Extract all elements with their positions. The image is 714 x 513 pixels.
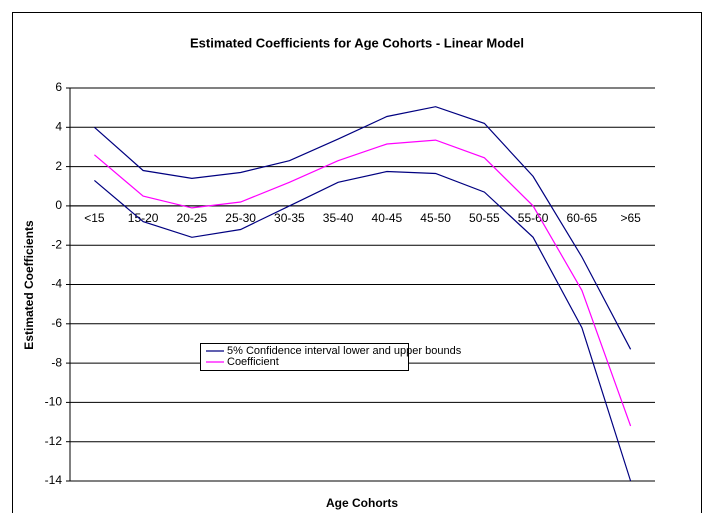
x-tick-label: 35-40	[323, 211, 354, 225]
x-tick-label: 20-25	[177, 211, 208, 225]
y-tick-label: -12	[45, 434, 63, 448]
y-axis-label: Estimated Coefficients	[22, 220, 36, 350]
x-tick-label: 40-45	[372, 211, 403, 225]
series-line	[94, 139, 632, 427]
y-tick-label: -4	[51, 277, 62, 291]
x-tick-label: >65	[620, 211, 641, 225]
y-tick-label: -10	[45, 395, 63, 409]
y-tick-label: -6	[51, 316, 62, 330]
x-axis-label: Age Cohorts	[326, 496, 398, 510]
legend-label: 5% Confidence interval lower and upper b…	[227, 345, 462, 357]
x-tick-label: 55-60	[518, 211, 549, 225]
chart-title: Estimated Coefficients for Age Cohorts -…	[190, 35, 524, 50]
x-tick-label: 50-55	[469, 211, 500, 225]
x-tick-label: 60-65	[567, 211, 598, 225]
x-tick-label: 25-30	[225, 211, 256, 225]
legend: 5% Confidence interval lower and upper b…	[200, 343, 462, 371]
y-tick-label: 6	[55, 80, 62, 94]
y-tick-label: -14	[45, 473, 63, 487]
x-tick-label: 30-35	[274, 211, 305, 225]
chart-frame	[12, 12, 702, 513]
x-tick-label: <15	[84, 211, 105, 225]
y-tick-label: 4	[55, 119, 62, 133]
series-line	[94, 170, 632, 482]
legend-label: Coefficient	[227, 356, 279, 368]
x-tick-label: 45-50	[420, 211, 451, 225]
y-tick-label: 2	[55, 159, 62, 173]
legend-box	[200, 343, 409, 371]
series-line	[94, 106, 632, 350]
y-tick-label: 0	[55, 198, 62, 212]
y-tick-label: -8	[51, 355, 62, 369]
y-tick-label: -2	[51, 237, 62, 251]
